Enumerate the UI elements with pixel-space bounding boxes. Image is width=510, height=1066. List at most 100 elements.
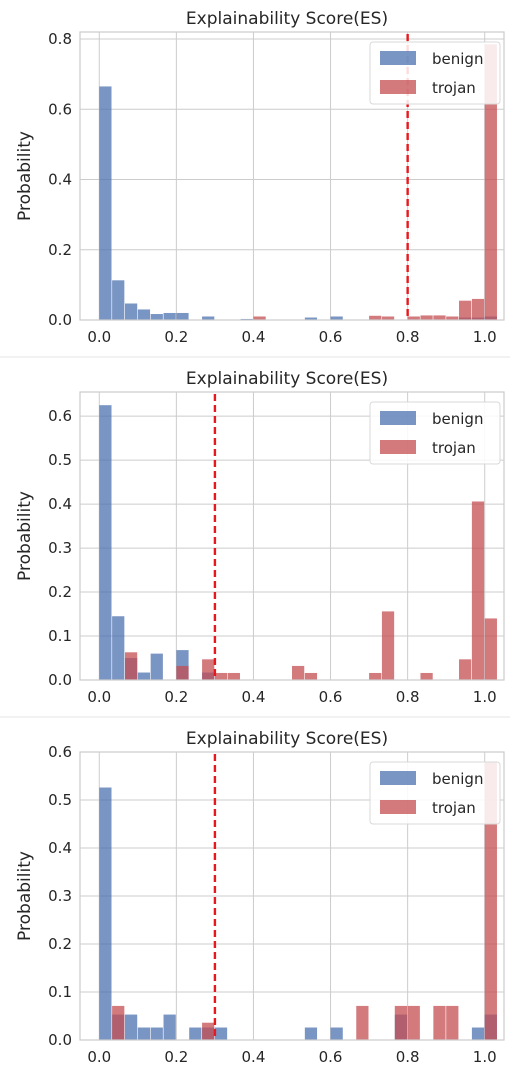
histogram-bar-trojan [484, 618, 497, 680]
y-tick-label: 0.4 [48, 171, 72, 189]
x-tick-label: 0.4 [242, 688, 266, 706]
x-tick-label: 0.0 [87, 688, 111, 706]
y-tick-label: 0.5 [48, 451, 72, 469]
y-tick-label: 0.1 [48, 627, 72, 645]
histogram-bar-benign [214, 1027, 228, 1040]
histogram-bar-benign [150, 1027, 163, 1040]
histogram-bar-trojan [369, 672, 382, 680]
plot-frame [79, 31, 505, 321]
x-tick-label: 0.8 [396, 1048, 420, 1066]
chart-title: Explainability Score(ES) [186, 729, 388, 749]
x-tick-label: 0.6 [319, 688, 343, 706]
histogram-bar-benign [112, 616, 125, 680]
histogram-bar-trojan [381, 316, 395, 320]
y-tick-label: 0.2 [48, 935, 72, 953]
x-tick-label: 1.0 [473, 328, 497, 346]
histogram-bar-trojan [394, 1005, 408, 1040]
histogram-bar-trojan [471, 298, 485, 320]
legend-label-trojan: trojan [432, 79, 476, 97]
x-tick-label: 1.0 [473, 1048, 497, 1066]
histogram-bar-benign [471, 1027, 485, 1040]
histogram-bar-trojan [484, 44, 497, 320]
histogram-bar-benign [330, 316, 343, 320]
y-tick-label: 0.2 [48, 241, 72, 259]
histogram-panel-2: Explainability Score(ES) Probability 0.0… [15, 369, 505, 706]
histogram-bar-trojan [433, 315, 446, 320]
histogram-bar-benign [176, 312, 189, 320]
histogram-bar-trojan [356, 1005, 369, 1040]
histogram-bar-benign [150, 314, 163, 320]
y-axis-label: Probability [15, 491, 35, 581]
histogram-bar-trojan [227, 672, 240, 680]
y-tick-label: 0.4 [48, 495, 72, 513]
histogram-bar-benign [163, 1014, 176, 1040]
legend: benign trojan [369, 41, 501, 105]
plot-frame [79, 391, 505, 681]
y-tick-label: 0.6 [48, 407, 72, 425]
y-tick-label: 0.0 [48, 671, 72, 689]
histogram-bar-benign [304, 1027, 318, 1040]
legend-label-trojan: trojan [432, 439, 476, 457]
histogram-bar-trojan [369, 315, 382, 320]
histogram-panel-3: Explainability Score(ES) Probability 0.0… [15, 729, 505, 1066]
histogram-bar-benign [112, 280, 125, 320]
histogram-bar-trojan [446, 1005, 459, 1040]
histogram-bar-benign [163, 312, 176, 320]
chart-title: Explainability Score(ES) [186, 369, 388, 389]
histogram-bar-benign [99, 405, 112, 680]
legend-label-benign: benign [432, 770, 483, 788]
histogram-bar-trojan [124, 652, 138, 680]
histogram-bar-benign [202, 316, 215, 320]
x-tick-label: 1.0 [473, 688, 497, 706]
y-axis-label: Probability [15, 131, 35, 221]
histogram-bar-trojan [292, 665, 305, 680]
histogram-panel-1: Explainability Score(ES) Probability 0.0… [15, 9, 505, 346]
y-tick-label: 0.3 [48, 887, 72, 905]
histogram-bar-trojan [407, 316, 420, 320]
histogram-bar-benign [137, 672, 151, 680]
x-tick-label: 0.6 [319, 1048, 343, 1066]
legend: benign trojan [369, 761, 501, 825]
legend: benign trojan [369, 401, 501, 465]
histogram-bar-trojan [407, 1005, 420, 1040]
x-tick-label: 0.2 [164, 688, 188, 706]
histogram-bar-trojan [202, 659, 215, 680]
y-tick-label: 0.0 [48, 1031, 72, 1049]
y-tick-label: 0.5 [48, 791, 72, 809]
legend-swatch-benign [380, 411, 416, 425]
histogram-bar-trojan [253, 316, 266, 320]
histogram-bar-trojan [459, 659, 472, 680]
legend-swatch-trojan [380, 440, 416, 454]
histogram-bar-trojan [214, 672, 228, 680]
histogram-bar-trojan [112, 1005, 125, 1040]
histogram-bar-benign [304, 317, 318, 320]
histogram-bar-trojan [202, 1022, 215, 1040]
histogram-bar-trojan [484, 761, 497, 1040]
histogram-bar-trojan [304, 672, 318, 680]
y-tick-label: 0.8 [48, 30, 72, 48]
histogram-bar-benign [99, 86, 112, 320]
histogram-bar-benign [137, 1027, 151, 1040]
x-tick-label: 0.4 [242, 1048, 266, 1066]
histogram-bar-trojan [381, 611, 395, 680]
y-tick-label: 0.6 [48, 743, 72, 761]
histogram-bar-trojan [471, 501, 485, 680]
x-tick-label: 0.8 [396, 688, 420, 706]
y-axis-label: Probability [15, 851, 35, 941]
histogram-bar-benign [189, 1027, 202, 1040]
histogram-bar-trojan [459, 300, 472, 320]
histogram-bar-trojan [433, 1005, 446, 1040]
legend-swatch-trojan [380, 80, 416, 94]
y-tick-label: 0.1 [48, 983, 72, 1001]
histogram-bar-benign [150, 653, 163, 680]
y-tick-label: 0.0 [48, 311, 72, 329]
plot-frame [79, 751, 505, 1041]
x-tick-label: 0.0 [87, 328, 111, 346]
histogram-bar-trojan [420, 315, 433, 320]
x-tick-label: 0.4 [242, 328, 266, 346]
y-tick-label: 0.3 [48, 539, 72, 557]
histogram-bar-benign [124, 1014, 138, 1040]
y-tick-label: 0.6 [48, 100, 72, 118]
x-tick-label: 0.8 [396, 328, 420, 346]
